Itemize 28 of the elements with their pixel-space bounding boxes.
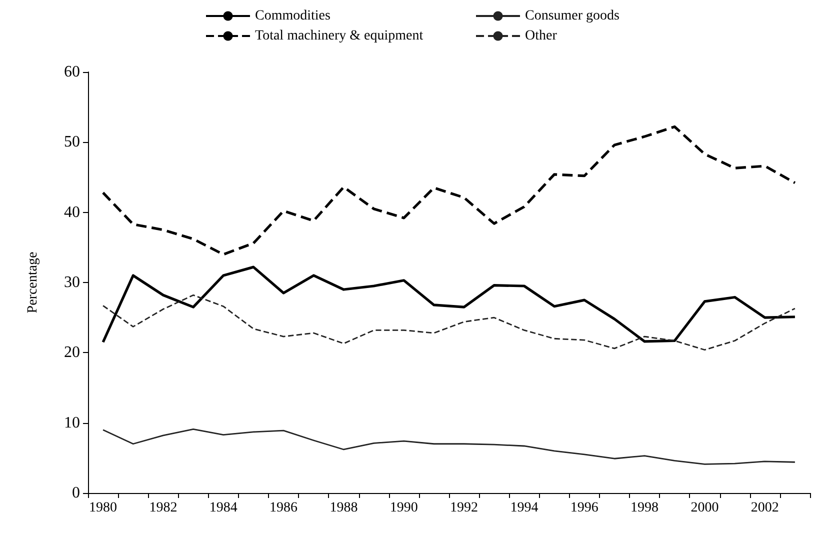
x-tick-label: 1994: [510, 500, 538, 516]
x-tick-label: 1988: [330, 500, 358, 516]
x-tick-label: 1990: [390, 500, 418, 516]
legend-label: Other: [525, 28, 558, 44]
line-series: [102, 125, 796, 256]
y-axis-title: Percentage: [26, 252, 40, 314]
line-series: [102, 428, 796, 465]
y-tick-label: 50: [64, 134, 80, 151]
x-tick-label: 1998: [630, 500, 659, 516]
y-tick-label: 60: [64, 64, 80, 80]
x-tick-label: 1986: [270, 500, 298, 516]
line-series: [102, 266, 796, 344]
y-tick-label: 20: [64, 344, 80, 362]
x-tick-label: 1996: [570, 500, 598, 516]
x-tick-label: 2002: [750, 500, 779, 516]
y-tick-label: 10: [64, 414, 80, 432]
y-tick-label: 30: [64, 274, 80, 291]
y-tick-label: 0: [72, 484, 80, 502]
x-tick-label: 1980: [89, 500, 118, 516]
line-series: [102, 294, 796, 351]
x-tick-label: 1984: [209, 500, 238, 516]
x-tick-label: 1982: [149, 500, 178, 516]
legend-label: Commodities: [255, 8, 330, 24]
legend-label: Total machinery & equipment: [255, 28, 424, 44]
x-tick-label: 2000: [690, 500, 719, 516]
legend-label: Consumer goods: [525, 8, 620, 24]
y-tick-label: 40: [64, 204, 80, 221]
x-tick-label: 1992: [450, 500, 478, 516]
